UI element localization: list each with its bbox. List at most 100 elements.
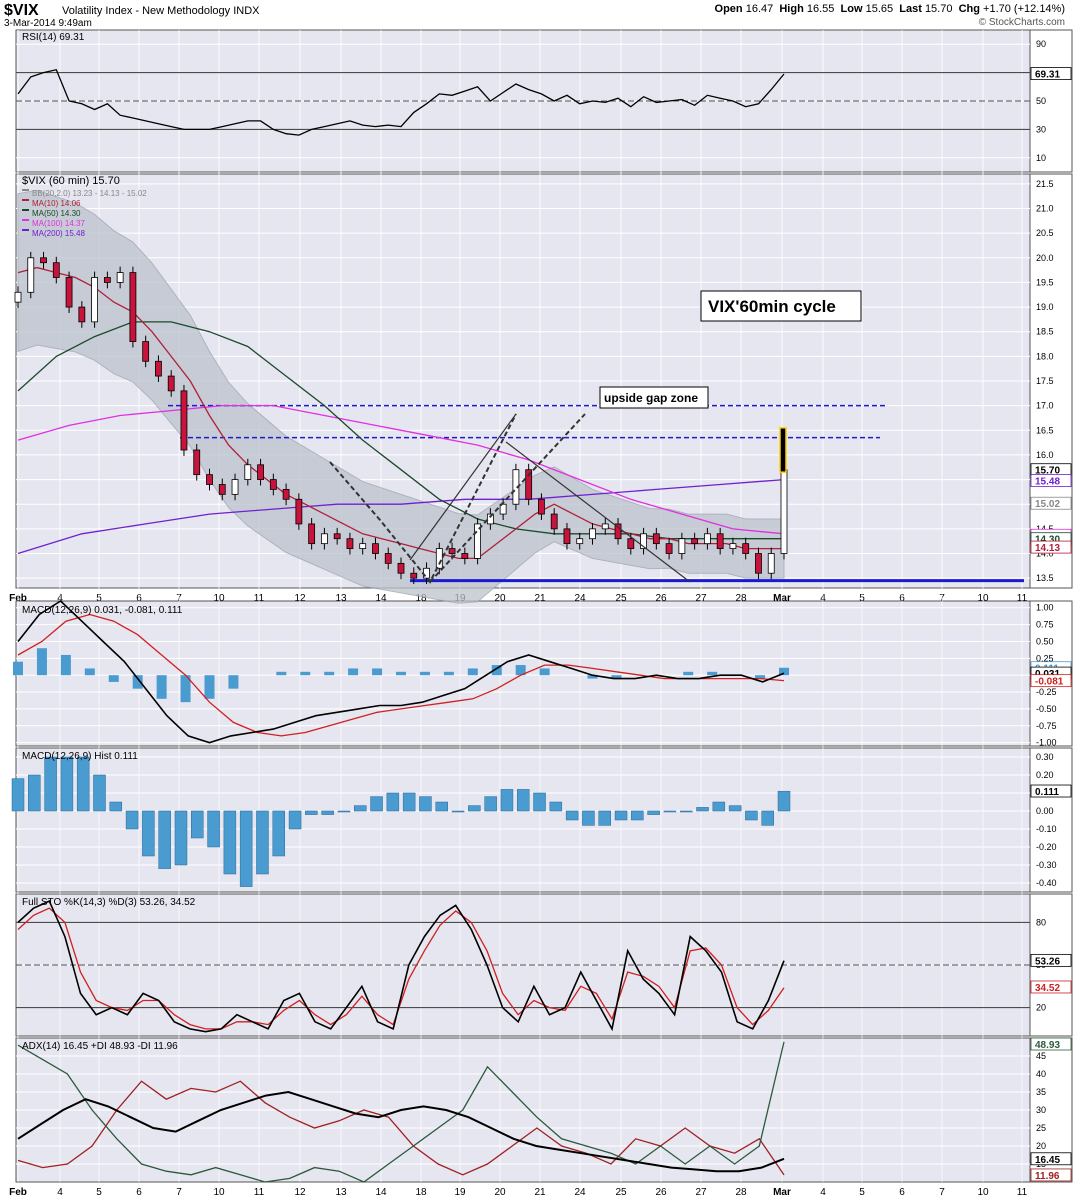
quote-summary: Open 16.47 High 16.55 Low 15.65 Last 15.…	[715, 3, 1065, 15]
y-tick-label: -0.75	[1036, 721, 1057, 731]
candle-body	[14, 291, 22, 303]
x-tick-label: 11	[254, 1187, 265, 1198]
y-tick-label: 16.0	[1036, 450, 1054, 460]
macd-hist-bar	[539, 668, 550, 676]
y-tick-label: -1.00	[1036, 738, 1057, 748]
price-value-label-box	[1030, 496, 1072, 510]
hist-bar	[288, 810, 302, 830]
y-tick-label: 30	[1036, 1105, 1046, 1115]
plus-di-line	[17, 1041, 785, 1183]
plus-di-value-box	[1030, 1037, 1072, 1051]
sto-title: Full STO %K(14,3) %D(3) 53.26, 34.52	[22, 897, 196, 908]
hist-bar	[125, 810, 139, 830]
hist-bar	[11, 778, 25, 812]
sto-k-value: 53.26	[1035, 956, 1060, 967]
hist-bar	[370, 796, 383, 812]
price-value-label-box	[1030, 540, 1072, 554]
y-tick-label: 40	[1036, 1069, 1046, 1079]
price-value-label: 15.70	[1035, 466, 1060, 477]
y-tick-label: 0.30	[1036, 752, 1054, 762]
hist-bar	[239, 810, 253, 887]
y-tick-label: -0.20	[1036, 842, 1057, 852]
y-tick-label: 45	[1036, 1051, 1046, 1061]
macd-hist-bar	[396, 671, 406, 676]
chg-label: Chg	[958, 3, 980, 15]
macd-title: MACD(12,26,9) 0.031, -0.081, 0.111	[22, 605, 183, 616]
candle-body	[78, 306, 86, 323]
hist-bar	[516, 789, 530, 812]
legend-swatch	[22, 199, 29, 201]
candle-body	[269, 479, 277, 490]
candle-body	[678, 538, 686, 554]
latest-candle	[779, 427, 787, 473]
candle-body	[40, 257, 47, 264]
candle-body	[627, 538, 635, 549]
macd-hist-bar	[60, 654, 71, 676]
price-value-label: 15.02	[1035, 499, 1060, 510]
cycle-annotation-text: VIX'60min cycle	[708, 297, 836, 316]
hist-bar	[663, 810, 677, 813]
y-tick-label: 0.00	[1036, 806, 1054, 816]
hist-bar	[598, 810, 611, 826]
macd-hist-bar	[300, 671, 311, 676]
x-tick-label: 5	[96, 1187, 102, 1198]
x-tick-label: 11	[1017, 1187, 1028, 1198]
hist-bar	[631, 810, 644, 821]
axis-strip-3	[1029, 747, 1073, 893]
rsi-last-value-box	[1030, 67, 1072, 80]
chart-header: $VIX Volatility Index - New Methodology …	[0, 0, 1075, 30]
macd-hist-bar	[372, 668, 383, 676]
candle-body	[691, 538, 699, 545]
rsi-last-value: 69.31	[1035, 70, 1060, 81]
open-label: Open	[714, 3, 743, 15]
candle-body	[640, 533, 647, 549]
hist-bar	[28, 774, 41, 812]
macd-hist-bar	[156, 675, 167, 699]
macd-hist-bar	[587, 675, 598, 679]
candle-body	[614, 523, 622, 540]
x-tick-label: 20	[494, 1187, 506, 1198]
macd-hist-bar	[204, 675, 215, 699]
x-tick-label: 25	[615, 1187, 627, 1198]
macd-hist-bar	[683, 671, 694, 676]
y-tick-label: 19.0	[1036, 302, 1054, 312]
hist-bar	[207, 810, 220, 848]
candle-body	[461, 553, 469, 559]
cycle-annotation-box	[700, 290, 862, 322]
x-tick-label: 27	[695, 1187, 707, 1198]
candle-body	[295, 498, 303, 525]
hist-bar	[223, 810, 237, 875]
stockcharts-credit: © StockCharts.com	[978, 17, 1065, 28]
macd-hist-bar	[467, 668, 478, 676]
macd-hist-bar	[108, 675, 119, 682]
candle-body	[320, 533, 328, 545]
y-tick-label: 20	[1036, 1003, 1046, 1013]
y-tick-label: -0.50	[1036, 704, 1057, 714]
macd-hist-bar	[84, 668, 95, 676]
hist-bar	[484, 796, 497, 812]
low-label: Low	[840, 3, 863, 15]
y-tick-label: -0.25	[1036, 687, 1057, 697]
x-tick-label: 6	[899, 1187, 905, 1198]
candle-body	[550, 513, 558, 530]
candle-body	[601, 523, 609, 530]
y-tick-label: 35	[1036, 1087, 1046, 1097]
candle-body	[129, 272, 137, 342]
candle-body	[729, 543, 737, 549]
index-name: Volatility Index - New Methodology	[62, 5, 231, 17]
hist-bar	[93, 774, 106, 812]
candle-body	[231, 479, 239, 495]
y-tick-label: 14.5	[1036, 524, 1054, 534]
y-tick-label: -0.40	[1036, 878, 1057, 888]
x-tick-label: 7	[939, 1187, 945, 1198]
hist-bar	[451, 810, 465, 813]
sto-d-line	[17, 907, 785, 1030]
hist-bar	[435, 801, 448, 812]
y-tick-label: 1.00	[1036, 603, 1054, 613]
adx-value: 16.45	[1035, 1155, 1060, 1166]
hist-bar	[158, 810, 171, 869]
hist-bar	[386, 792, 400, 812]
x-tick-label: 7	[176, 1187, 182, 1198]
axis-strip-1	[1029, 173, 1073, 589]
